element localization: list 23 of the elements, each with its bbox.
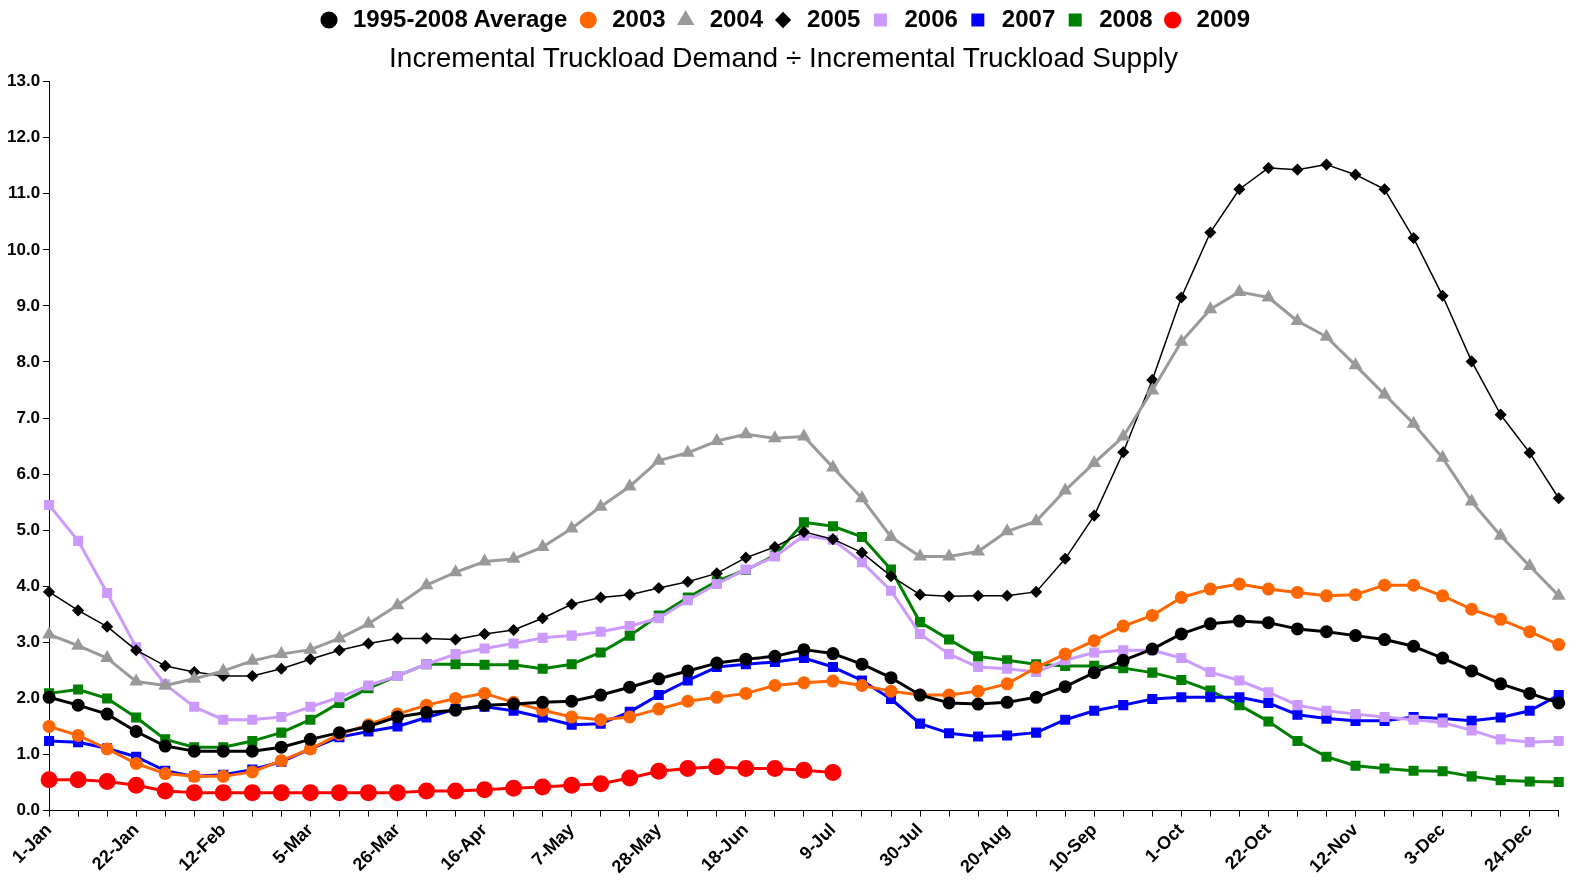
legend-label: 2003	[612, 4, 666, 32]
y-tick-label: 2.0	[16, 688, 41, 708]
y-tick-label: 11.0	[7, 183, 41, 203]
y-tick-label: 9.0	[16, 295, 41, 315]
legend-label: 2004	[709, 4, 764, 32]
legend-label: 2006	[904, 4, 958, 32]
legend-label: 2009	[1196, 4, 1250, 32]
y-tick-label: 4.0	[16, 575, 41, 595]
y-tick-label: 3.0	[16, 632, 41, 652]
legend-label: 2008	[1099, 4, 1153, 32]
y-tick-label: 10.0	[6, 239, 41, 259]
legend-label: 2007	[1001, 4, 1056, 32]
y-tick-label: 6.0	[16, 463, 41, 483]
legend-label: 2005	[807, 4, 861, 32]
y-tick-label: 13.0	[6, 71, 41, 91]
y-tick-label: 12.0	[6, 127, 41, 147]
y-tick-label: 0.0	[16, 800, 41, 820]
y-tick-label: 5.0	[16, 519, 41, 539]
y-tick-label: 1.0	[16, 744, 41, 764]
legend-label: 1995-2008 Average	[353, 4, 568, 32]
chart-title: Incremental Truckload Demand ÷ Incremental Truckload Supply	[389, 41, 1178, 73]
y-tick-label: 7.0	[16, 407, 41, 427]
y-tick-label: 8.0	[16, 351, 41, 371]
